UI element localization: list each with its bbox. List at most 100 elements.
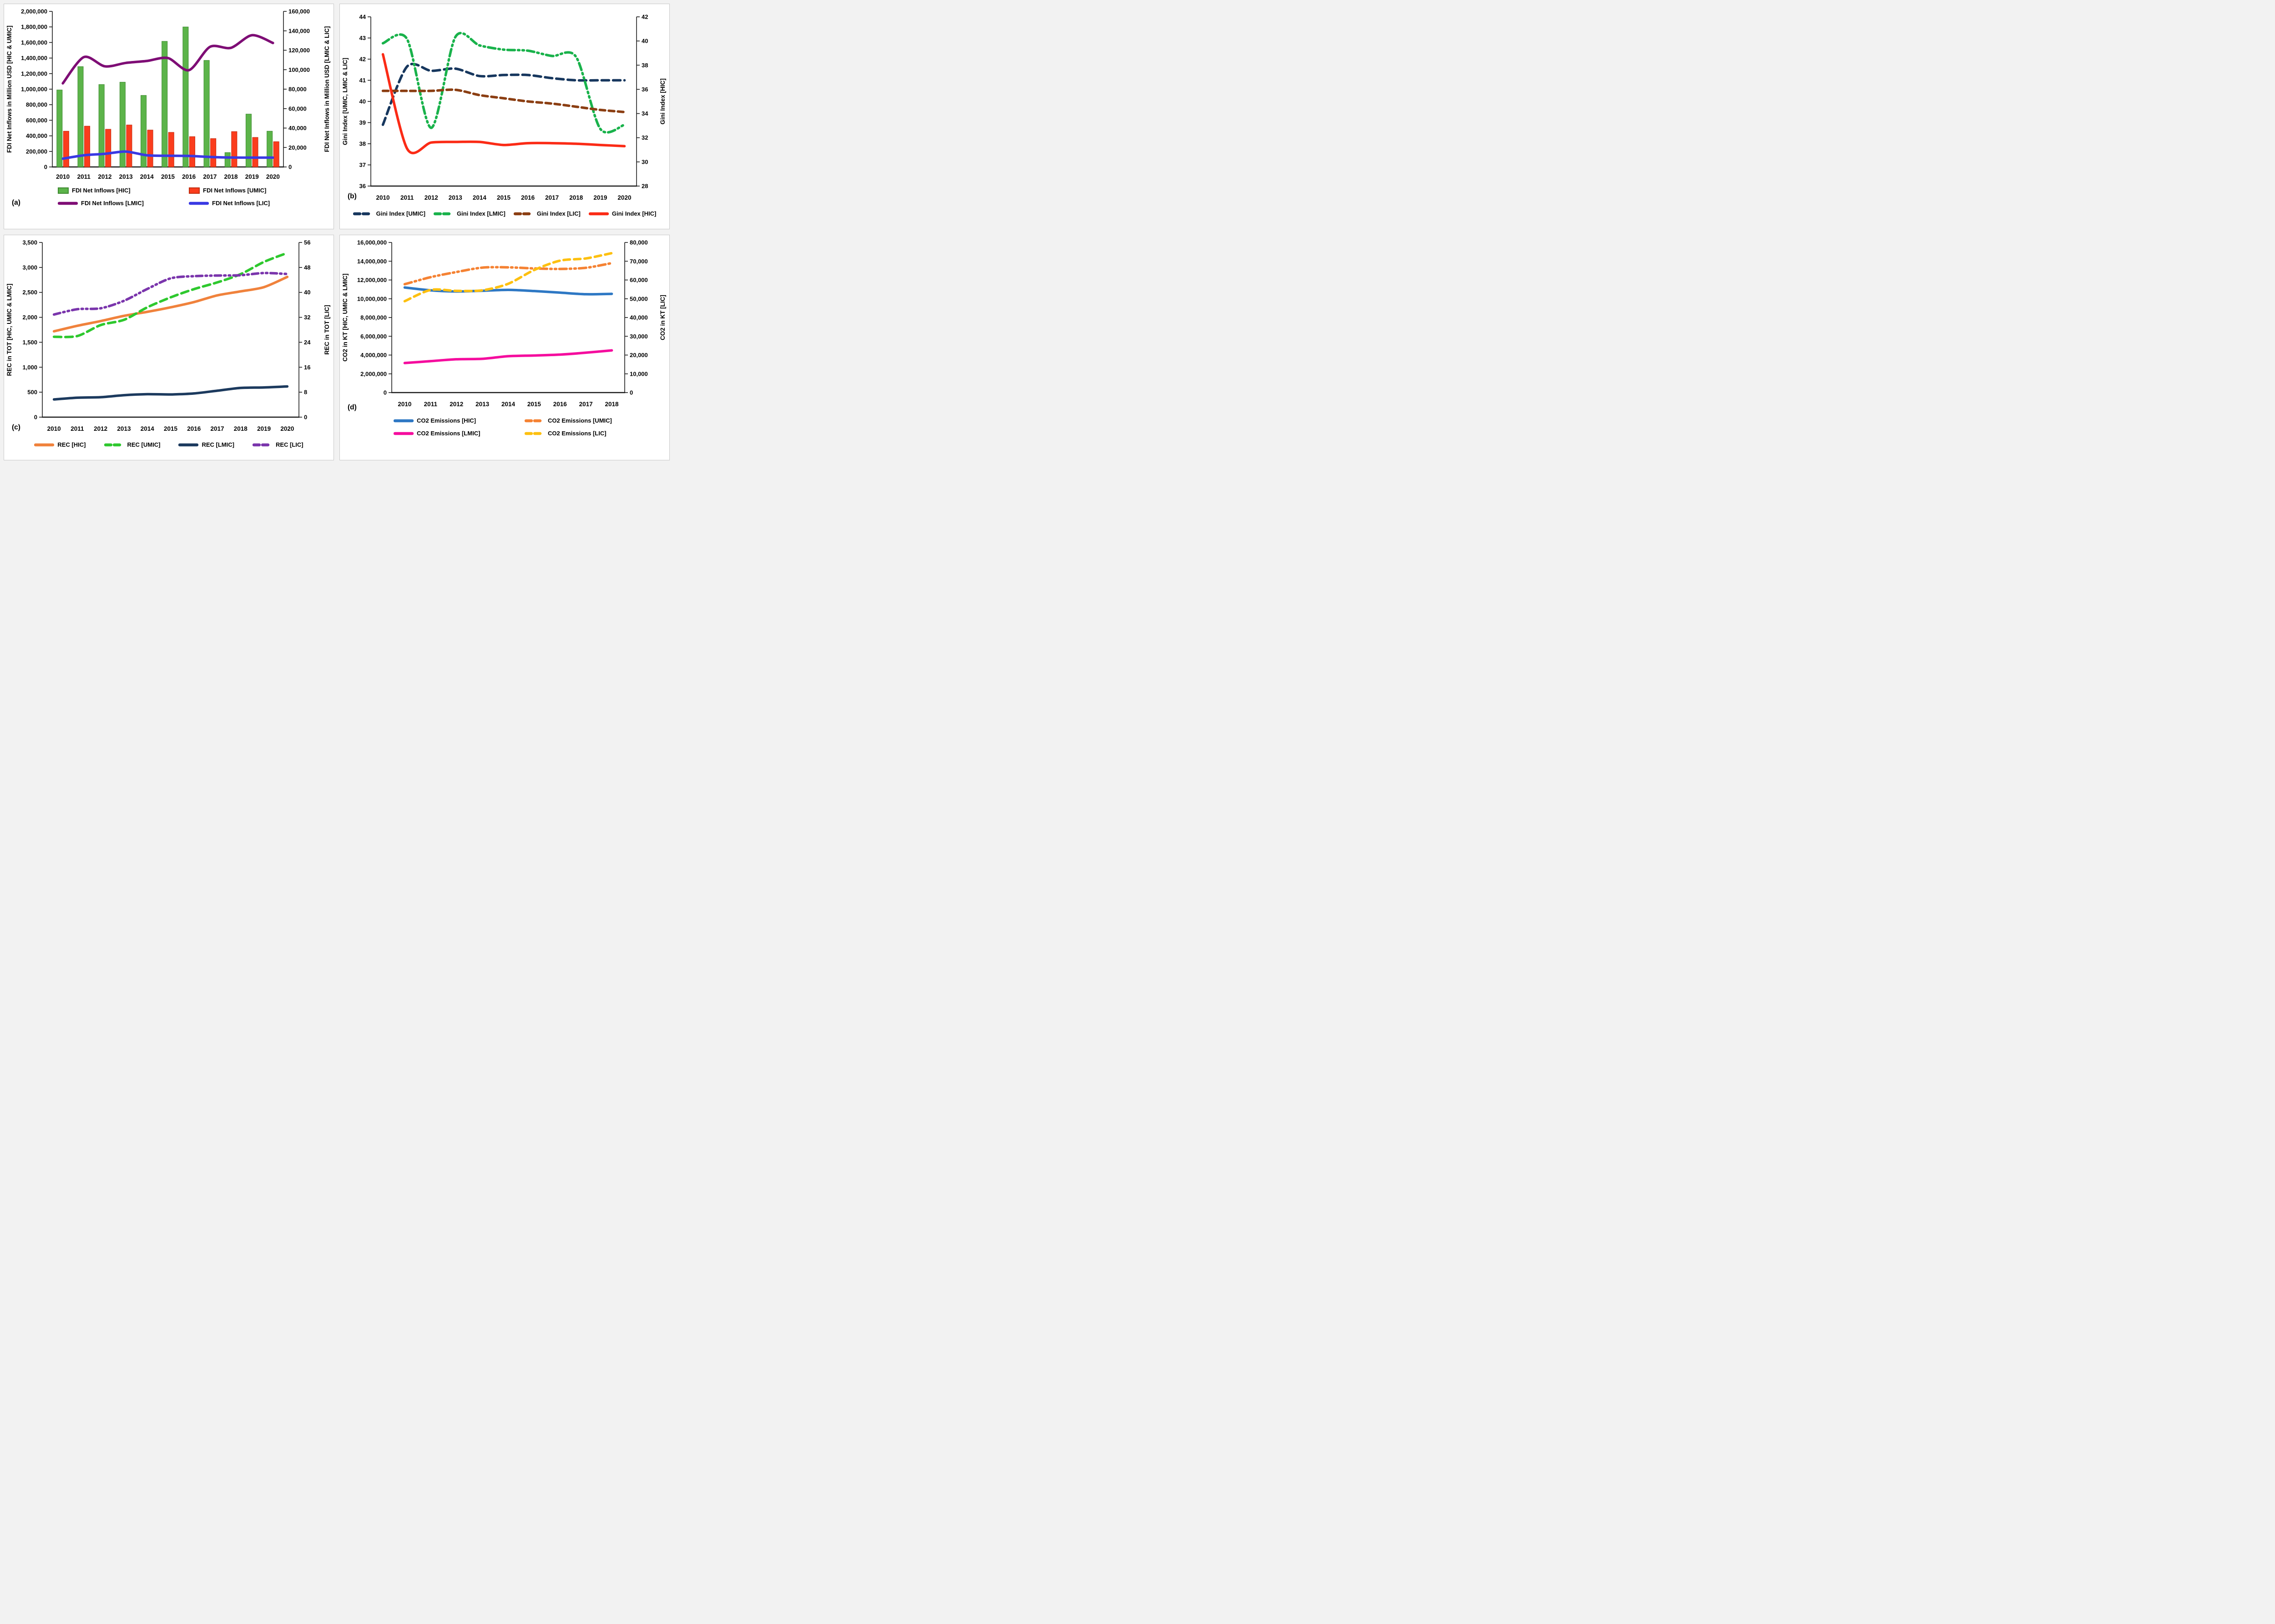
left-axis-title: REC in TOT [HIC, UMIC & LMIC]	[6, 284, 13, 376]
legend-item: Gini Index [HIC]	[588, 210, 657, 217]
legend-line-swatch-icon	[588, 212, 609, 215]
x-axis-labels: 2010 2011 2012 2013 2014 2015 2016 2017 2018 2019…	[56, 173, 280, 180]
axes: 0 500 1,000 1,500 2,000 2,500 3,000 3,500 0 8 16 24…	[22, 239, 311, 421]
svg-text:0: 0	[44, 164, 47, 171]
legend-b: Gini Index [UMIC] Gini Index [LMIC] Gini I…	[340, 206, 669, 217]
four-panel-figure: 0 200,000 400,000 600,000 800,000 1,000,000 1,…	[0, 0, 673, 464]
legend-item: CO2 Emissions [LMIC]	[394, 430, 525, 437]
svg-text:2012: 2012	[425, 194, 438, 201]
svg-text:2010: 2010	[56, 173, 70, 180]
svg-text:2014: 2014	[140, 173, 154, 180]
svg-text:20,000: 20,000	[630, 352, 648, 358]
panel-label-a: (a)	[12, 199, 20, 207]
svg-text:42: 42	[359, 56, 366, 63]
svg-text:2016: 2016	[521, 194, 535, 201]
svg-text:16: 16	[304, 364, 310, 371]
legend-label: Gini Index [LIC]	[536, 210, 581, 217]
svg-text:160,000: 160,000	[288, 8, 310, 15]
legend-d: CO2 Emissions [HIC] CO2 Emissions [UMIC] C…	[340, 413, 669, 437]
svg-text:39: 39	[359, 119, 366, 126]
legend-line-swatch-icon	[58, 202, 78, 205]
panel-label-c: (c)	[12, 424, 20, 431]
legend-bar-swatch-icon	[58, 187, 69, 194]
legend-item: CO2 Emissions [UMIC]	[525, 417, 656, 424]
svg-text:10,000,000: 10,000,000	[357, 295, 387, 302]
legend-line-swatch-icon	[525, 419, 545, 422]
svg-text:1,200,000: 1,200,000	[21, 70, 47, 77]
legend-item: FDI Net Inflows [UMIC]	[189, 187, 320, 194]
legend-label: FDI Net Inflows [UMIC]	[203, 187, 267, 194]
legend-item: REC [LIC]	[252, 441, 303, 448]
legend-label: REC [HIC]	[57, 441, 86, 448]
legend-label: CO2 Emissions [LMIC]	[417, 430, 480, 437]
line-series	[381, 53, 626, 154]
svg-text:48: 48	[304, 264, 310, 271]
legend-item: FDI Net Inflows [HIC]	[58, 187, 189, 194]
svg-text:2019: 2019	[593, 194, 607, 201]
x-axis-labels: 2010 2011 2012 2013 2014 2015 2016 2017 2018 2019…	[376, 194, 632, 201]
svg-text:2014: 2014	[473, 194, 487, 201]
svg-text:2012: 2012	[94, 425, 107, 432]
legend-label: FDI Net Inflows [LIC]	[212, 200, 270, 207]
svg-text:2018: 2018	[224, 173, 238, 180]
svg-text:2011: 2011	[71, 425, 84, 432]
legend-line-swatch-icon	[252, 443, 273, 446]
svg-text:2020: 2020	[280, 425, 294, 432]
line-series	[61, 150, 274, 160]
right-axis-title: Gini Index [HIC]	[659, 78, 666, 124]
svg-text:0: 0	[630, 389, 633, 396]
panel-label-b: (b)	[348, 192, 357, 200]
svg-text:34: 34	[642, 110, 648, 117]
svg-text:2013: 2013	[449, 194, 463, 201]
svg-text:3,500: 3,500	[22, 239, 37, 246]
svg-text:38: 38	[642, 62, 648, 69]
svg-text:800,000: 800,000	[26, 101, 47, 108]
svg-text:38: 38	[359, 141, 366, 147]
legend-label: REC [LMIC]	[202, 441, 234, 448]
svg-text:2010: 2010	[398, 401, 411, 408]
line-series	[52, 272, 289, 316]
svg-text:32: 32	[642, 134, 648, 141]
svg-text:36: 36	[359, 183, 366, 190]
svg-text:100,000: 100,000	[288, 66, 310, 73]
svg-text:50,000: 50,000	[630, 295, 648, 302]
svg-text:16,000,000: 16,000,000	[357, 239, 387, 246]
line-series	[381, 32, 626, 134]
legend-label: Gini Index [UMIC]	[376, 210, 425, 217]
svg-text:4,000,000: 4,000,000	[360, 352, 387, 358]
svg-text:2016: 2016	[553, 401, 567, 408]
bar-series	[56, 26, 273, 167]
svg-text:2,000,000: 2,000,000	[21, 8, 47, 15]
svg-text:1,800,000: 1,800,000	[21, 24, 47, 30]
left-axis-title: FDI Net Inflows in Million USD [HIC & UM…	[6, 25, 13, 153]
svg-text:140,000: 140,000	[288, 27, 310, 34]
axes: 0 2,000,000 4,000,000 6,000,000 8,000,000 10,…	[357, 239, 648, 396]
legend-label: Gini Index [HIC]	[612, 210, 657, 217]
legend-line-swatch-icon	[394, 432, 414, 435]
line-series	[61, 34, 274, 85]
svg-text:2010: 2010	[376, 194, 390, 201]
legend-line-swatch-icon	[513, 212, 534, 215]
legend-line-swatch-icon	[34, 443, 55, 446]
svg-text:28: 28	[642, 183, 648, 190]
legend-item: CO2 Emissions [LIC]	[525, 430, 656, 437]
legend-item: Gini Index [LIC]	[513, 210, 581, 217]
line-series	[403, 262, 613, 286]
legend-label: REC [LIC]	[275, 441, 303, 448]
svg-text:2,000: 2,000	[22, 314, 37, 321]
svg-text:0: 0	[384, 389, 387, 396]
legend-item: REC [HIC]	[34, 441, 86, 448]
svg-text:44: 44	[359, 14, 366, 20]
legend-line-swatch-icon	[178, 443, 199, 446]
svg-text:2013: 2013	[119, 173, 133, 180]
legend-label: CO2 Emissions [LIC]	[548, 430, 607, 437]
svg-text:30,000: 30,000	[630, 333, 648, 340]
svg-text:30: 30	[642, 158, 648, 165]
svg-text:2016: 2016	[187, 425, 201, 432]
svg-text:3,000: 3,000	[22, 264, 37, 271]
chart-canvas-d: 0 2,000,000 4,000,000 6,000,000 8,000,000 10,…	[342, 239, 666, 408]
chart-canvas-c: 0 500 1,000 1,500 2,000 2,500 3,000 3,500 0 8 16 24…	[6, 239, 330, 433]
svg-text:500: 500	[27, 389, 37, 396]
svg-text:2,000,000: 2,000,000	[360, 370, 387, 377]
right-axis-title: FDI Net Inflows in Million USD [LMIC & L…	[324, 26, 330, 152]
